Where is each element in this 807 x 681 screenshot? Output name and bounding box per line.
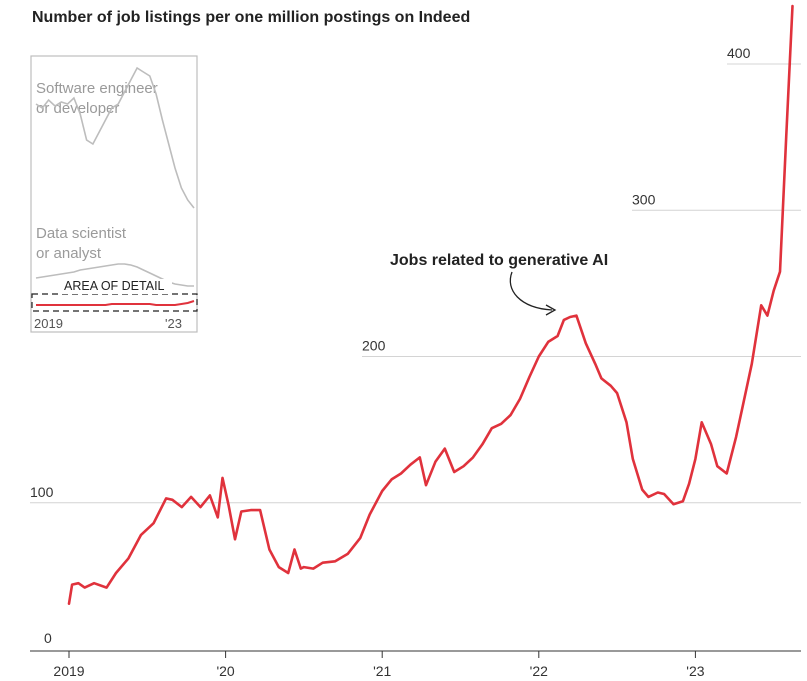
y-tick-label-100: 100	[30, 484, 54, 500]
x-axis-ticks: 2019 '20 '21 '22 '23	[53, 651, 705, 679]
x-tick-label-0: 2019	[53, 663, 84, 679]
y-tick-label-0: 0	[44, 630, 52, 646]
area-of-detail-label-bg	[60, 279, 172, 294]
annotation-genai: Jobs related to generative AI	[390, 252, 608, 269]
x-tick-label-1: '20	[216, 663, 234, 679]
inset-label-software-line1: Software engineer	[36, 80, 158, 97]
x-tick-label-2: '21	[373, 663, 391, 679]
inset-label-data-line2: or analyst	[36, 245, 102, 262]
inset-chart: Software engineer or developer Data scie…	[30, 55, 198, 333]
y-tick-label-200: 200	[362, 338, 386, 354]
inset-x-end: '23	[165, 316, 182, 331]
inset-series-software	[35, 66, 195, 209]
inset-series-genai	[36, 300, 195, 306]
y-tick-label-400: 400	[727, 45, 751, 61]
inset-label-data-line1: Data scientist	[36, 225, 127, 242]
x-tick-label-3: '22	[530, 663, 548, 679]
area-of-detail-label: AREA OF DETAIL	[64, 279, 165, 293]
series-line-genai-jobs	[67, 4, 794, 605]
x-tick-label-4: '23	[686, 663, 704, 679]
chart-title: Number of job listings per one million p…	[32, 9, 470, 26]
y-tick-label-300: 300	[632, 191, 656, 207]
annotation-arrowhead-icon	[545, 304, 557, 316]
annotation-arrow	[509, 271, 553, 311]
y-axis-ticks: 0 100 200 300 400	[30, 45, 751, 646]
inset-x-start: 2019	[34, 316, 63, 331]
